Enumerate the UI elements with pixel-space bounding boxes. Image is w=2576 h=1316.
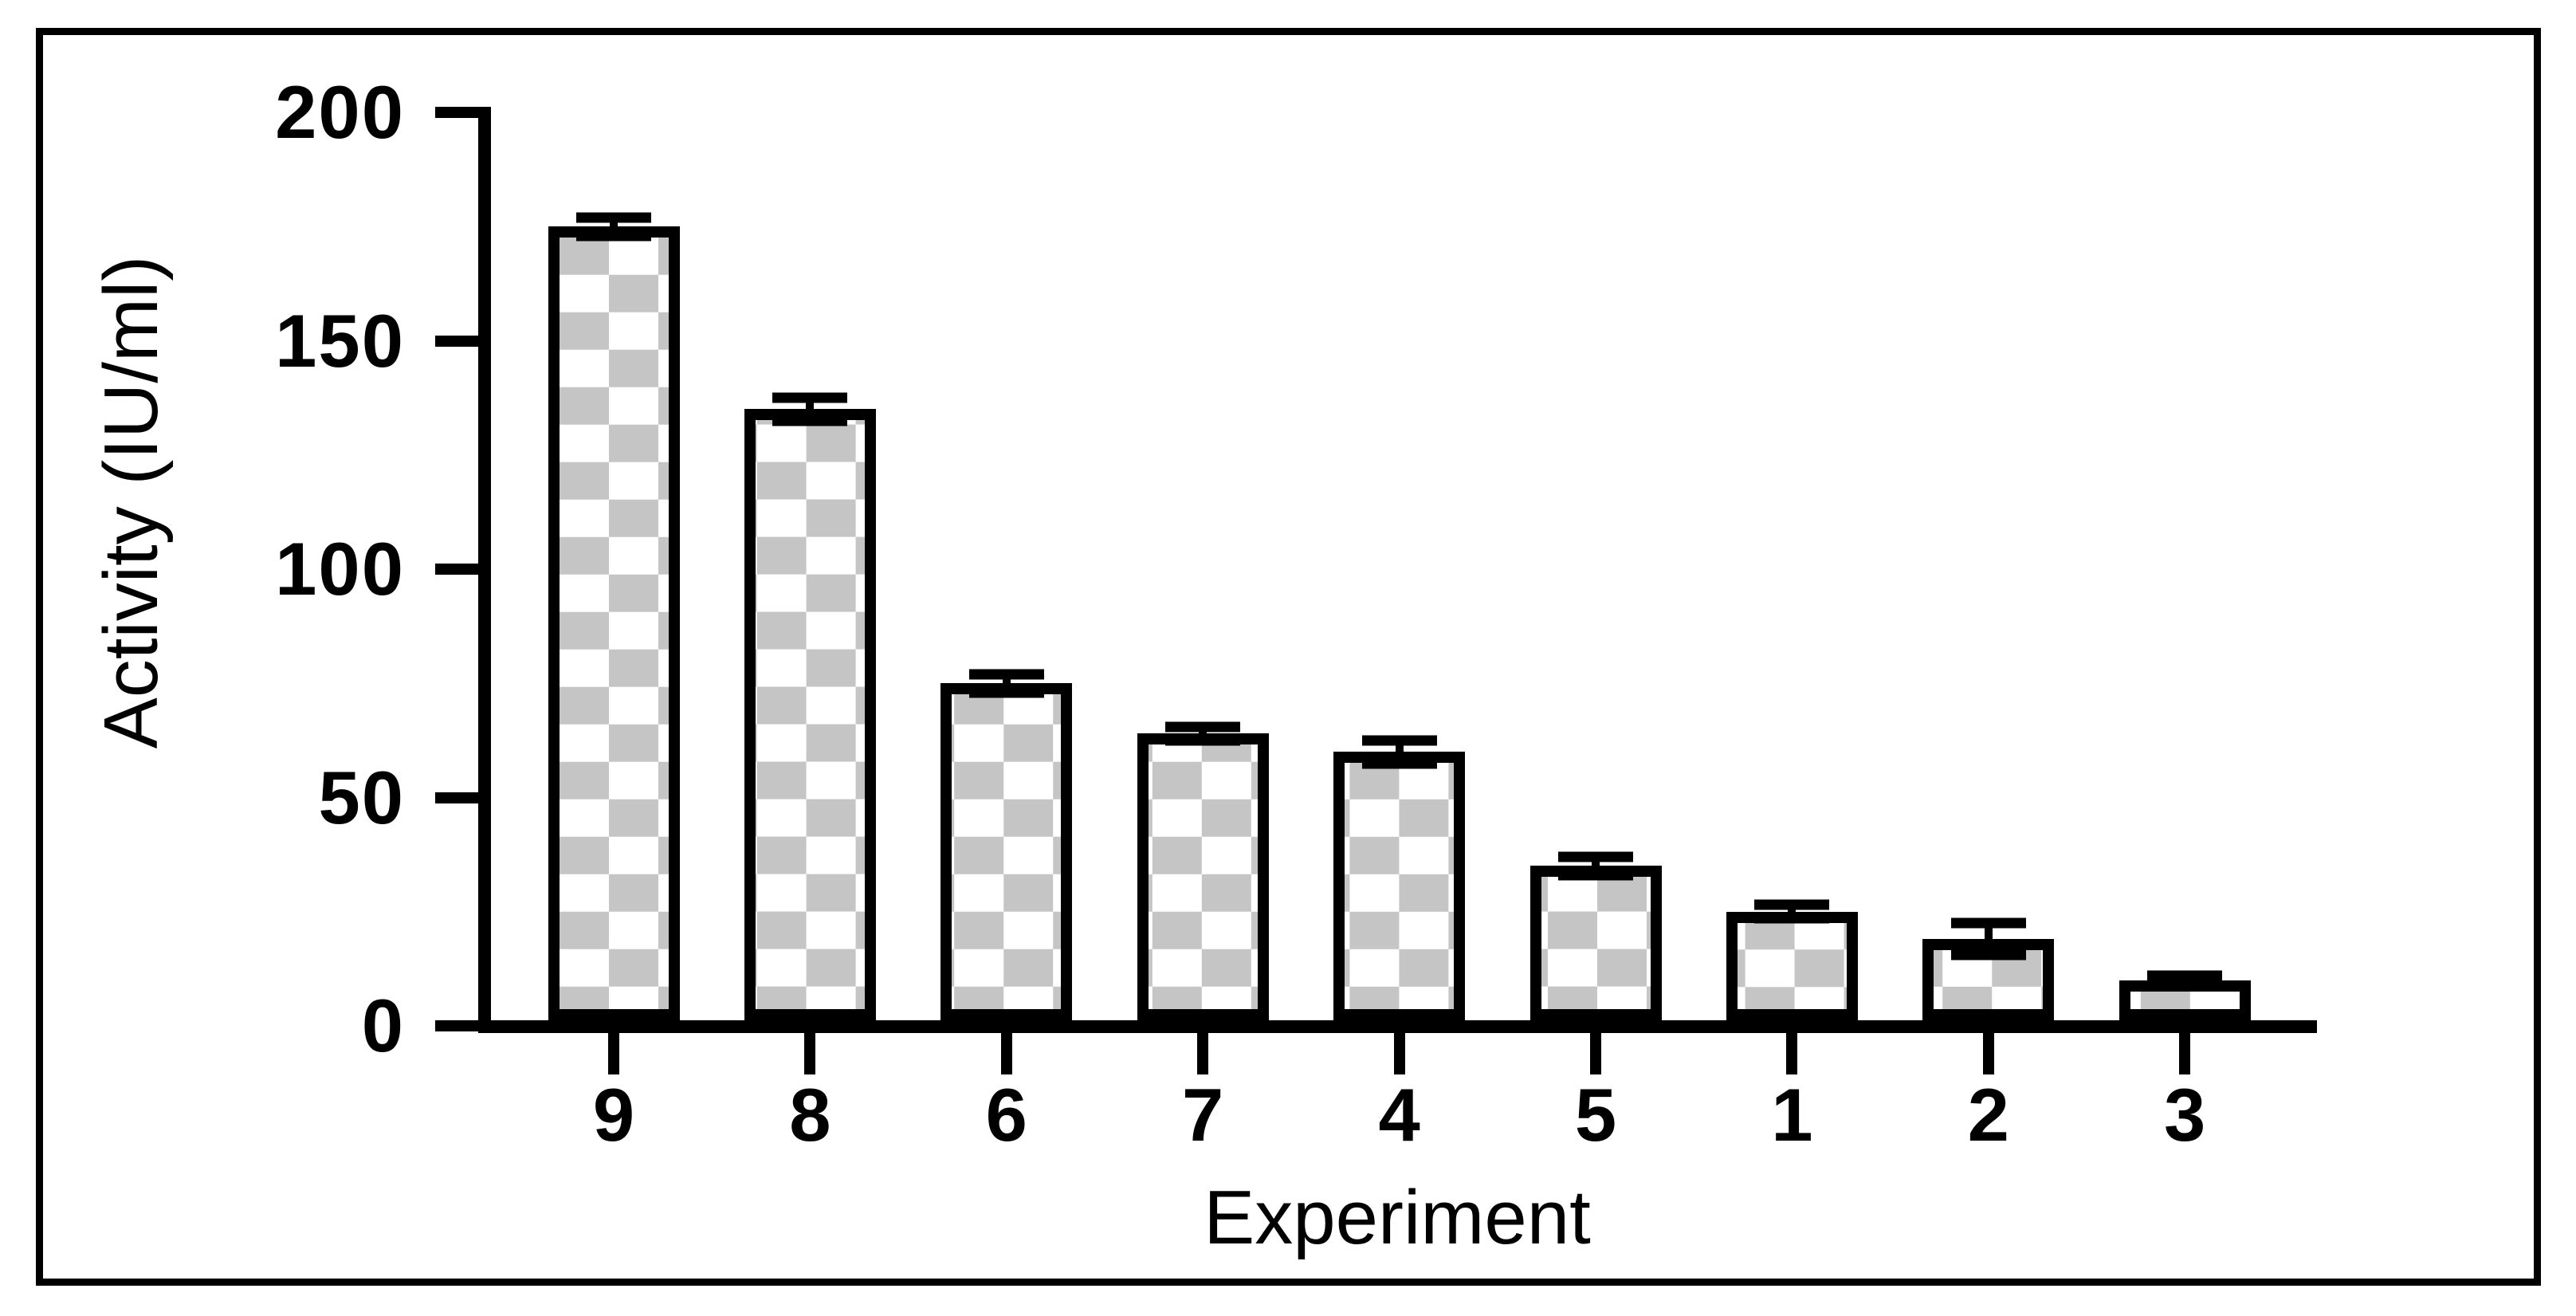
figure-border xyxy=(36,28,2541,1286)
error-bar-cap-top xyxy=(1165,721,1241,733)
y-axis-line xyxy=(478,107,491,1033)
x-axis-tick xyxy=(1786,1033,1798,1074)
x-axis-tick xyxy=(1590,1033,1601,1074)
y-axis-tick-label: 200 xyxy=(275,70,405,154)
error-bar-line xyxy=(1788,905,1797,919)
error-bar-line xyxy=(1592,856,1600,875)
bar xyxy=(1726,911,1858,1020)
error-bar-cap-top xyxy=(968,669,1044,680)
x-axis-tick xyxy=(608,1033,619,1074)
x-axis-tick-label: 5 xyxy=(1574,1073,1617,1157)
bar xyxy=(940,683,1073,1020)
y-axis-tick-label: 150 xyxy=(275,298,405,383)
x-axis-tick xyxy=(1982,1033,1994,1074)
x-axis-tick-label: 4 xyxy=(1378,1073,1420,1157)
x-axis-tick-label: 3 xyxy=(2164,1073,2206,1157)
x-axis-line xyxy=(478,1020,2317,1033)
x-axis-tick xyxy=(2179,1033,2191,1074)
error-bar-cap-top xyxy=(1558,851,1633,862)
y-axis-tick-label: 50 xyxy=(318,755,405,839)
x-axis-tick-label: 9 xyxy=(592,1073,635,1157)
x-axis-tick-label: 2 xyxy=(1967,1073,2009,1157)
error-bar-cap-top xyxy=(576,212,651,223)
error-bar-cap-bottom xyxy=(1165,735,1241,746)
bar xyxy=(744,409,876,1020)
x-axis-tick xyxy=(804,1033,816,1074)
error-bar-line xyxy=(1199,726,1208,740)
error-bar-cap-bottom xyxy=(1361,758,1437,769)
y-axis-tick xyxy=(435,107,478,118)
error-bar-cap-bottom xyxy=(772,415,848,426)
error-bar-cap-bottom xyxy=(2147,979,2223,990)
error-bar-cap-top xyxy=(772,392,848,403)
error-bar-cap-bottom xyxy=(1754,913,1830,924)
y-axis-tick-label: 0 xyxy=(361,984,405,1067)
bar xyxy=(1922,939,2055,1020)
y-axis-tick-label: 100 xyxy=(275,527,405,611)
x-axis-tick-label: 7 xyxy=(1182,1073,1224,1157)
error-bar-line xyxy=(1984,923,1993,956)
error-bar-line xyxy=(1002,674,1011,693)
bar xyxy=(1137,733,1269,1020)
x-axis-tick-label: 8 xyxy=(789,1073,831,1157)
error-bar-cap-bottom xyxy=(576,230,651,242)
x-axis-tick xyxy=(1197,1033,1209,1074)
y-axis-tick xyxy=(435,335,478,347)
x-axis-tick-label: 6 xyxy=(985,1073,1027,1157)
error-bar-line xyxy=(1395,740,1404,764)
bar xyxy=(548,226,680,1020)
error-bar-cap-bottom xyxy=(1950,949,2026,960)
x-axis-tick xyxy=(1393,1033,1405,1074)
error-bar-cap-bottom xyxy=(1558,870,1633,881)
y-axis-tick xyxy=(435,1020,478,1031)
error-bar-line xyxy=(806,398,815,421)
y-axis-tick xyxy=(435,792,478,803)
bar xyxy=(1333,752,1466,1020)
error-bar-cap-top xyxy=(1950,917,2026,929)
error-bar-cap-top xyxy=(2147,970,2223,981)
error-bar-cap-bottom xyxy=(968,687,1044,698)
y-axis-tick xyxy=(435,564,478,575)
x-axis-tick xyxy=(1000,1033,1012,1074)
x-axis-title: Experiment xyxy=(1204,1175,1591,1260)
error-bar-cap-top xyxy=(1361,735,1437,746)
y-axis-title: Activity (IU/ml) xyxy=(88,255,174,749)
x-axis-tick-label: 1 xyxy=(1771,1073,1813,1157)
bar xyxy=(1530,866,1662,1020)
error-bar-line xyxy=(610,217,618,236)
error-bar-cap-top xyxy=(1754,899,1830,910)
